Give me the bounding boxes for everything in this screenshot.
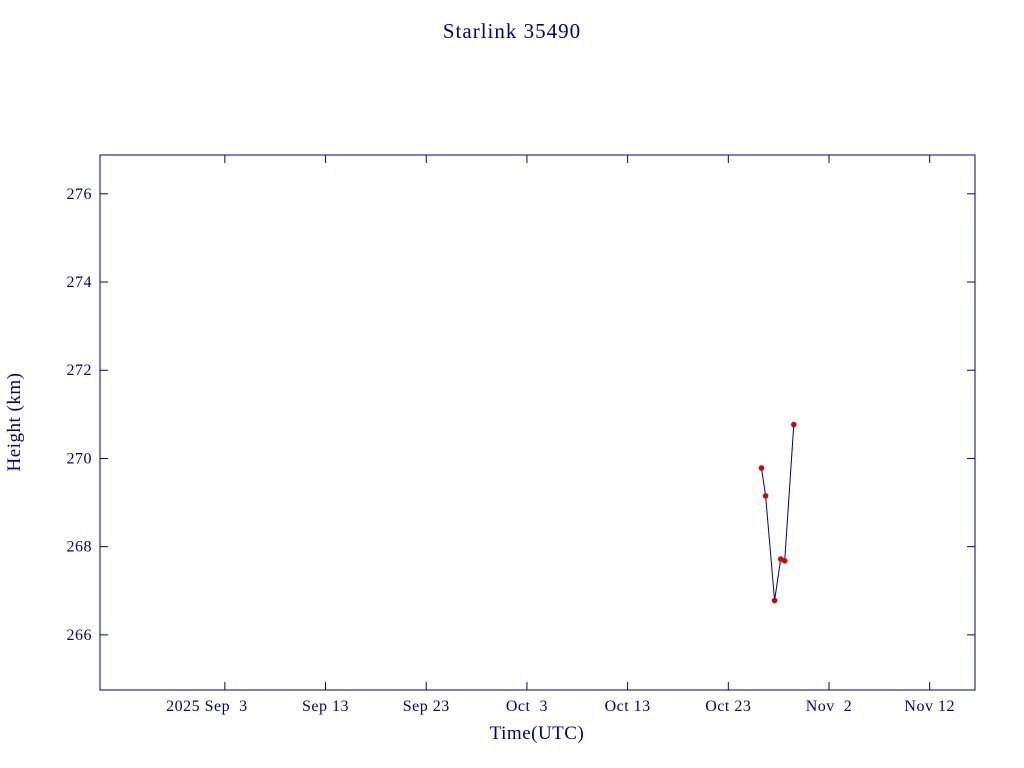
x-tick-label: Nov 12 [904, 698, 955, 715]
data-point [762, 493, 769, 499]
x-tick-label: Oct 3 [506, 698, 548, 715]
x-tick-label: Sep 23 [403, 698, 450, 715]
data-point [758, 465, 765, 471]
data-point [791, 421, 797, 428]
x-axis-label: Time(UTC) [490, 723, 585, 744]
y-tick-label: 274 [67, 274, 93, 291]
y-tick-label: 266 [67, 627, 93, 644]
chart-title: Starlink 35490 [443, 19, 581, 43]
x-tick-label: 2025 Sep 3 [166, 698, 248, 715]
x-tick-label: Oct 13 [605, 698, 651, 715]
height-series-line [761, 424, 795, 601]
y-tick-label: 276 [67, 186, 93, 203]
x-tick-label: Nov 2 [806, 698, 853, 715]
data-point [771, 597, 778, 604]
x-tick-label: Sep 13 [302, 698, 349, 715]
y-axis-label: Height (km) [4, 373, 25, 472]
y-tick-label: 270 [67, 450, 93, 467]
plot-frame [99, 154, 976, 691]
x-tick-label: Oct 23 [705, 698, 751, 715]
y-tick-label: 272 [67, 362, 93, 379]
y-tick-label: 268 [67, 539, 93, 556]
data-point [781, 558, 788, 564]
